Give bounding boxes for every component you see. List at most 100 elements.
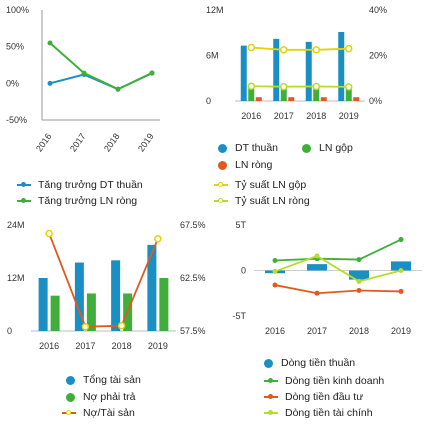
x-tick-label: 2016 — [39, 341, 59, 351]
bar-0 — [147, 244, 157, 331]
x-tick-label: 2019 — [339, 111, 359, 121]
legend-item-investing-cashflow[interactable]: Dòng tiền đầu tư — [264, 392, 363, 403]
data-point — [356, 257, 362, 263]
legend-marker — [264, 378, 278, 384]
legend-label: Tỷ suất LN ròng — [235, 195, 310, 207]
legend-item-liabilities[interactable]: Nợ phải trả — [66, 392, 135, 403]
legend-label: Dòng tiền kinh doanh — [285, 375, 385, 387]
y-tick-label-right: 57.5% — [180, 326, 206, 336]
bar-0 — [38, 278, 48, 331]
cashflow-bar — [307, 264, 327, 271]
y-tick-label: -50% — [6, 115, 27, 125]
cashflow-chart: 5T 0 -5T 2016 2017 2018 2019 — [233, 220, 422, 336]
legend-item-profit-growth[interactable]: Tăng trưởng LN ròng — [17, 196, 137, 207]
legend-label: Dòng tiền tài chính — [285, 407, 373, 419]
data-point — [81, 70, 87, 76]
data-point — [398, 268, 404, 273]
legend-label: DT thuần — [235, 142, 278, 154]
y-tick-label: 0 — [241, 266, 246, 276]
cashflow-bar — [391, 261, 411, 271]
x-tick-label: 2017 — [274, 111, 294, 121]
data-point — [272, 257, 278, 263]
margin-line-1 — [251, 85, 349, 88]
legend-item-gross-profit[interactable]: LN gộp — [302, 143, 353, 154]
margin-line-0 — [251, 46, 349, 51]
data-point — [398, 237, 404, 243]
y-tick-label-right: 67.5% — [180, 220, 206, 230]
cashflow-chart-panel: 5T 0 -5T 2016 2017 2018 2019 Dòng tiền thuần D… — [214, 215, 428, 439]
y-tick-label-left: 0 — [206, 96, 211, 106]
bar-1 — [313, 87, 320, 101]
x-tick-label: 2016 — [241, 111, 261, 121]
bar-1 — [280, 87, 287, 101]
cashflow-bar — [349, 270, 369, 280]
bar-0 — [273, 38, 280, 101]
legend-label: Nợ/Tài sản — [83, 407, 135, 419]
y-tick-label-left: 12M — [7, 273, 25, 283]
legend-marker — [66, 375, 75, 385]
data-point — [345, 44, 353, 53]
y-tick-label-left: 6M — [206, 51, 219, 61]
bar-2 — [255, 97, 262, 101]
legend-label: Tổng tài sản — [83, 374, 141, 386]
y-tick-label: 5T — [235, 220, 246, 230]
bar-0 — [240, 45, 247, 101]
data-point — [115, 86, 121, 92]
legend-marker — [214, 182, 228, 188]
legend-item-total-assets[interactable]: Tổng tài sản — [66, 375, 141, 386]
data-point — [272, 282, 278, 288]
revenue-chart: 12M 6M 0 40% 20% 0% 2016 2017 2018 2019 — [206, 5, 387, 121]
legend-marker — [264, 358, 273, 368]
x-tick-label: 2019 — [391, 326, 411, 336]
legend-item-revenue-growth[interactable]: Tăng trưởng DT thuần — [17, 180, 143, 191]
legend-item-net-revenue[interactable]: DT thuần — [218, 143, 278, 154]
legend-marker — [302, 143, 311, 153]
x-tick-label: 2018 — [112, 341, 132, 351]
data-point — [154, 235, 162, 243]
legend-marker — [17, 198, 31, 204]
balance-chart-panel: 24M 12M 0 67.5% 62.5% 57.5% 2016 2017 2018 2019 T… — [0, 215, 214, 439]
ratio-line — [48, 233, 159, 328]
data-point — [280, 82, 288, 91]
data-point — [356, 278, 362, 284]
legend-marker — [17, 182, 31, 188]
data-point — [81, 323, 90, 331]
legend-item-operating-cashflow[interactable]: Dòng tiền kinh doanh — [264, 376, 384, 387]
bar-0 — [74, 262, 84, 331]
cashflow-line-0 — [274, 238, 402, 262]
legend-item-financing-cashflow[interactable]: Dòng tiền tài chính — [264, 408, 373, 419]
cashflow-line-1 — [274, 284, 402, 295]
y-tick-label-right: 0% — [369, 96, 382, 106]
cashflow-line-2 — [274, 254, 402, 283]
legend-label: LN ròng — [235, 159, 273, 171]
x-tick-label: 2019 — [148, 341, 168, 351]
y-tick-label-right: 20% — [369, 51, 387, 61]
data-point — [117, 321, 126, 330]
bar-2 — [320, 97, 327, 101]
data-point — [314, 290, 320, 296]
revenue-chart-panel: 12M 6M 0 40% 20% 0% 2016 2017 2018 2019 DT thuần … — [206, 0, 428, 215]
legend-label: Tỷ suất LN gộp — [235, 179, 307, 191]
data-point — [247, 43, 255, 52]
bar-1 — [159, 278, 169, 331]
x-tick-label: 2017 — [75, 341, 95, 351]
x-tick-label: 2016 — [265, 326, 285, 336]
bar-1 — [50, 295, 60, 331]
data-point — [345, 83, 353, 91]
bar-1 — [86, 293, 96, 331]
legend-item-net-margin[interactable]: Tỷ suất LN ròng — [214, 196, 310, 207]
y-tick-label: 0% — [6, 78, 19, 88]
legend-marker — [264, 410, 278, 416]
bar-0 — [111, 260, 121, 331]
legend-item-debt-ratio[interactable]: Nợ/Tài sản — [62, 408, 135, 419]
legend-item-net-cashflow[interactable]: Dòng tiền thuần — [264, 358, 355, 369]
x-tick-label: 2016 — [34, 131, 54, 153]
data-point — [47, 40, 53, 46]
data-point — [314, 253, 320, 259]
legend-item-gross-margin[interactable]: Tỷ suất LN gộp — [214, 180, 306, 191]
legend-label: LN gộp — [319, 142, 353, 154]
legend-marker — [62, 410, 76, 416]
legend-item-net-profit[interactable]: LN ròng — [218, 160, 272, 171]
balance-chart: 24M 12M 0 67.5% 62.5% 57.5% 2016 2017 2018 2019 — [7, 220, 206, 351]
x-tick-label: 2017 — [307, 326, 327, 336]
